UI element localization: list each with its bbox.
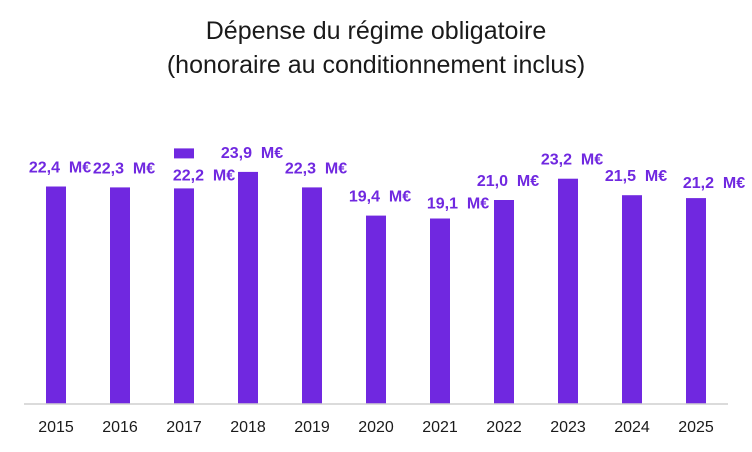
bar-2016 (110, 187, 130, 404)
data-label-2016: 22,3 M€ (93, 160, 155, 177)
chart-title-block: Dépense du régime obligatoire (honoraire… (0, 14, 752, 82)
x-tick-2022: 2022 (486, 419, 522, 436)
x-tick-2016: 2016 (102, 419, 138, 436)
data-label-2020: 19,4 M€ (349, 189, 411, 206)
data-label-2015: 22,4 M€ (29, 160, 91, 177)
bar-2023 (558, 178, 578, 404)
bar-2019 (302, 187, 322, 404)
x-tick-labels: 2015 2016 2017 2018 2019 2020 2021 2022 2023 2024… (38, 419, 714, 436)
data-label-2023: 23,2 M€ (541, 152, 603, 169)
x-tick-2018: 2018 (230, 419, 266, 436)
bar-2025 (686, 198, 706, 404)
chart-title: Dépense du régime obligatoire (205, 17, 547, 45)
x-tick-2021: 2021 (422, 419, 458, 436)
data-label-2018: 23,9 M€ (221, 145, 283, 162)
label-background (174, 158, 194, 179)
chart-subtitle: (honoraire au conditionnement inclus) (166, 51, 586, 79)
data-label-2017: 22,2 M€ (173, 167, 235, 184)
data-label-2022: 21,0 M€ (477, 173, 539, 190)
data-label-2024: 21,5 M€ (605, 168, 667, 185)
x-tick-2023: 2023 (550, 419, 586, 436)
bar-2024 (622, 195, 642, 404)
x-tick-2020: 2020 (358, 419, 394, 436)
x-tick-2019: 2019 (294, 419, 330, 436)
data-labels: 22,4 M€ 22,3 M€ 22,2 M€23,9 M€22,3 M€19,4 … (29, 145, 745, 213)
bar-2020 (366, 215, 386, 404)
bars-group (46, 148, 706, 404)
bar-2017 (174, 188, 194, 404)
x-tick-2015: 2015 (38, 419, 74, 436)
bar-2021 (430, 218, 450, 404)
x-tick-2025: 2025 (678, 419, 714, 436)
bar-2018 (238, 171, 258, 404)
x-tick-2024: 2024 (614, 419, 650, 436)
x-tick-2017: 2017 (166, 419, 202, 436)
data-label-2021: 19,1 M€ (427, 196, 489, 213)
data-label-2025: 21,2 M€ (683, 175, 745, 192)
bar-cap-2017 (174, 148, 194, 159)
bar-2015 (46, 186, 66, 404)
bar-2022 (494, 200, 514, 404)
data-label-2019: 22,3 M€ (285, 160, 347, 177)
